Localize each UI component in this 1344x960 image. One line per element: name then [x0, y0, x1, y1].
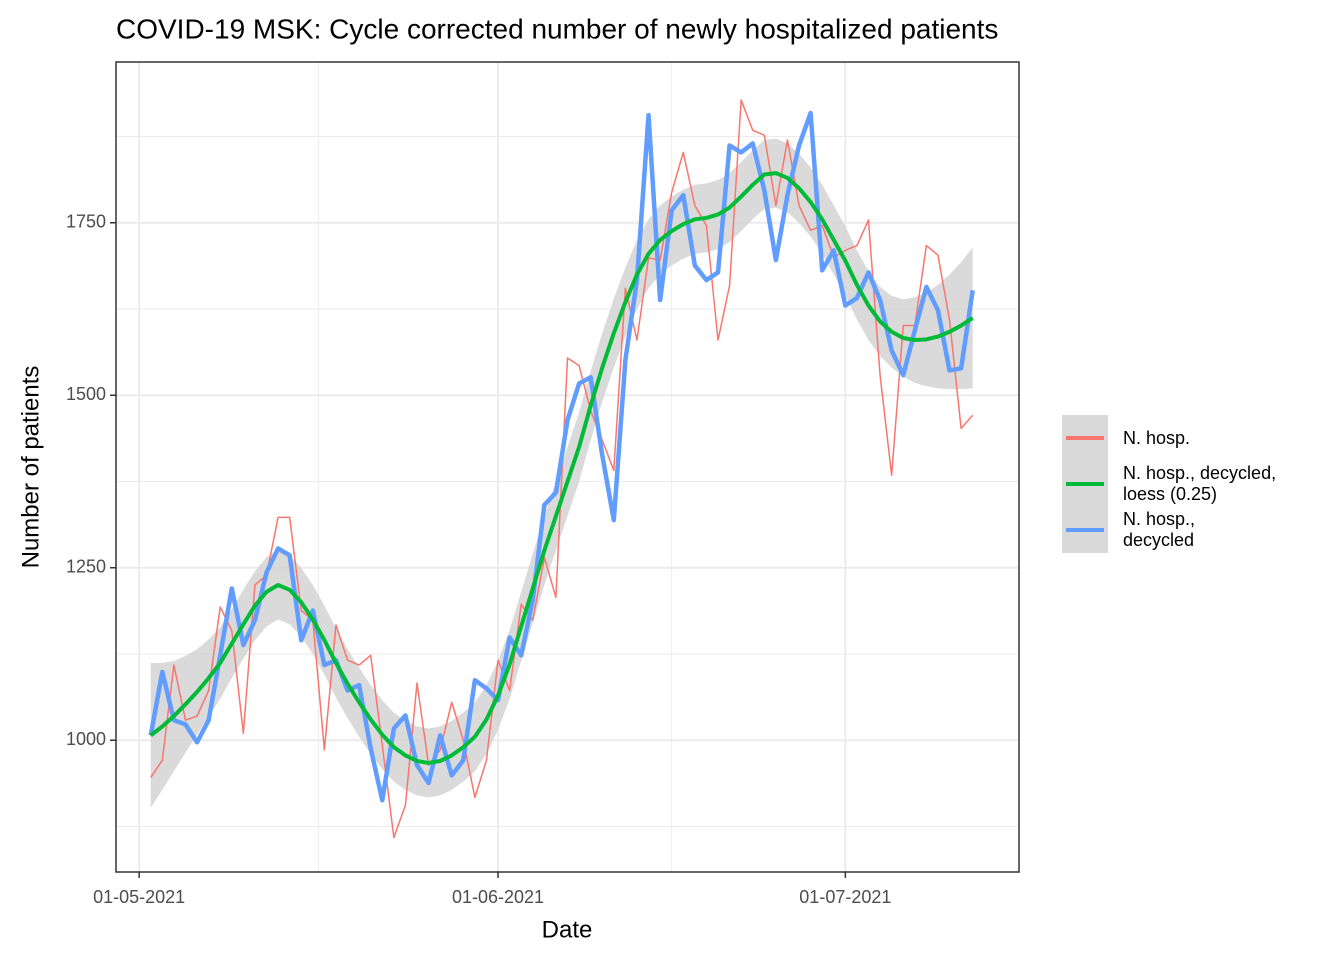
y-tick-label: 1750 — [66, 212, 106, 232]
x-tick-label: 01-05-2021 — [93, 887, 185, 907]
plot-border — [115, 61, 1020, 873]
chart-title: COVID-19 MSK: Cycle corrected number of … — [116, 13, 998, 44]
legend-swatch — [1066, 436, 1104, 440]
legend-key — [1062, 461, 1108, 507]
legend-label: N. hosp. — [1123, 427, 1191, 448]
series-line — [149, 171, 974, 765]
legend-swatch — [1066, 482, 1104, 486]
x-tick-label: 01-06-2021 — [452, 887, 544, 907]
y-tick-label: 1000 — [66, 729, 106, 749]
legend-key — [1062, 415, 1108, 461]
y-tick-label: 1250 — [66, 556, 106, 576]
legend-key — [1062, 507, 1108, 553]
y-axis-label: Number of patients — [17, 366, 44, 569]
legend-item: N. hosp., decycled — [1062, 507, 1276, 553]
y-tick-label: 1500 — [66, 384, 106, 404]
series-line — [148, 110, 975, 803]
x-tick-label: 01-07-2021 — [799, 887, 891, 907]
legend-swatch — [1066, 528, 1104, 532]
legend-item: N. hosp., decycled, loess (0.25) — [1062, 461, 1276, 507]
legend: N. hosp. N. hosp., decycled, loess (0.25)… — [1062, 415, 1276, 553]
legend-item: N. hosp. — [1062, 415, 1276, 461]
legend-label: N. hosp., decycled — [1123, 509, 1196, 550]
x-axis-label: Date — [542, 916, 593, 943]
legend-label: N. hosp., decycled, loess (0.25) — [1123, 463, 1277, 504]
